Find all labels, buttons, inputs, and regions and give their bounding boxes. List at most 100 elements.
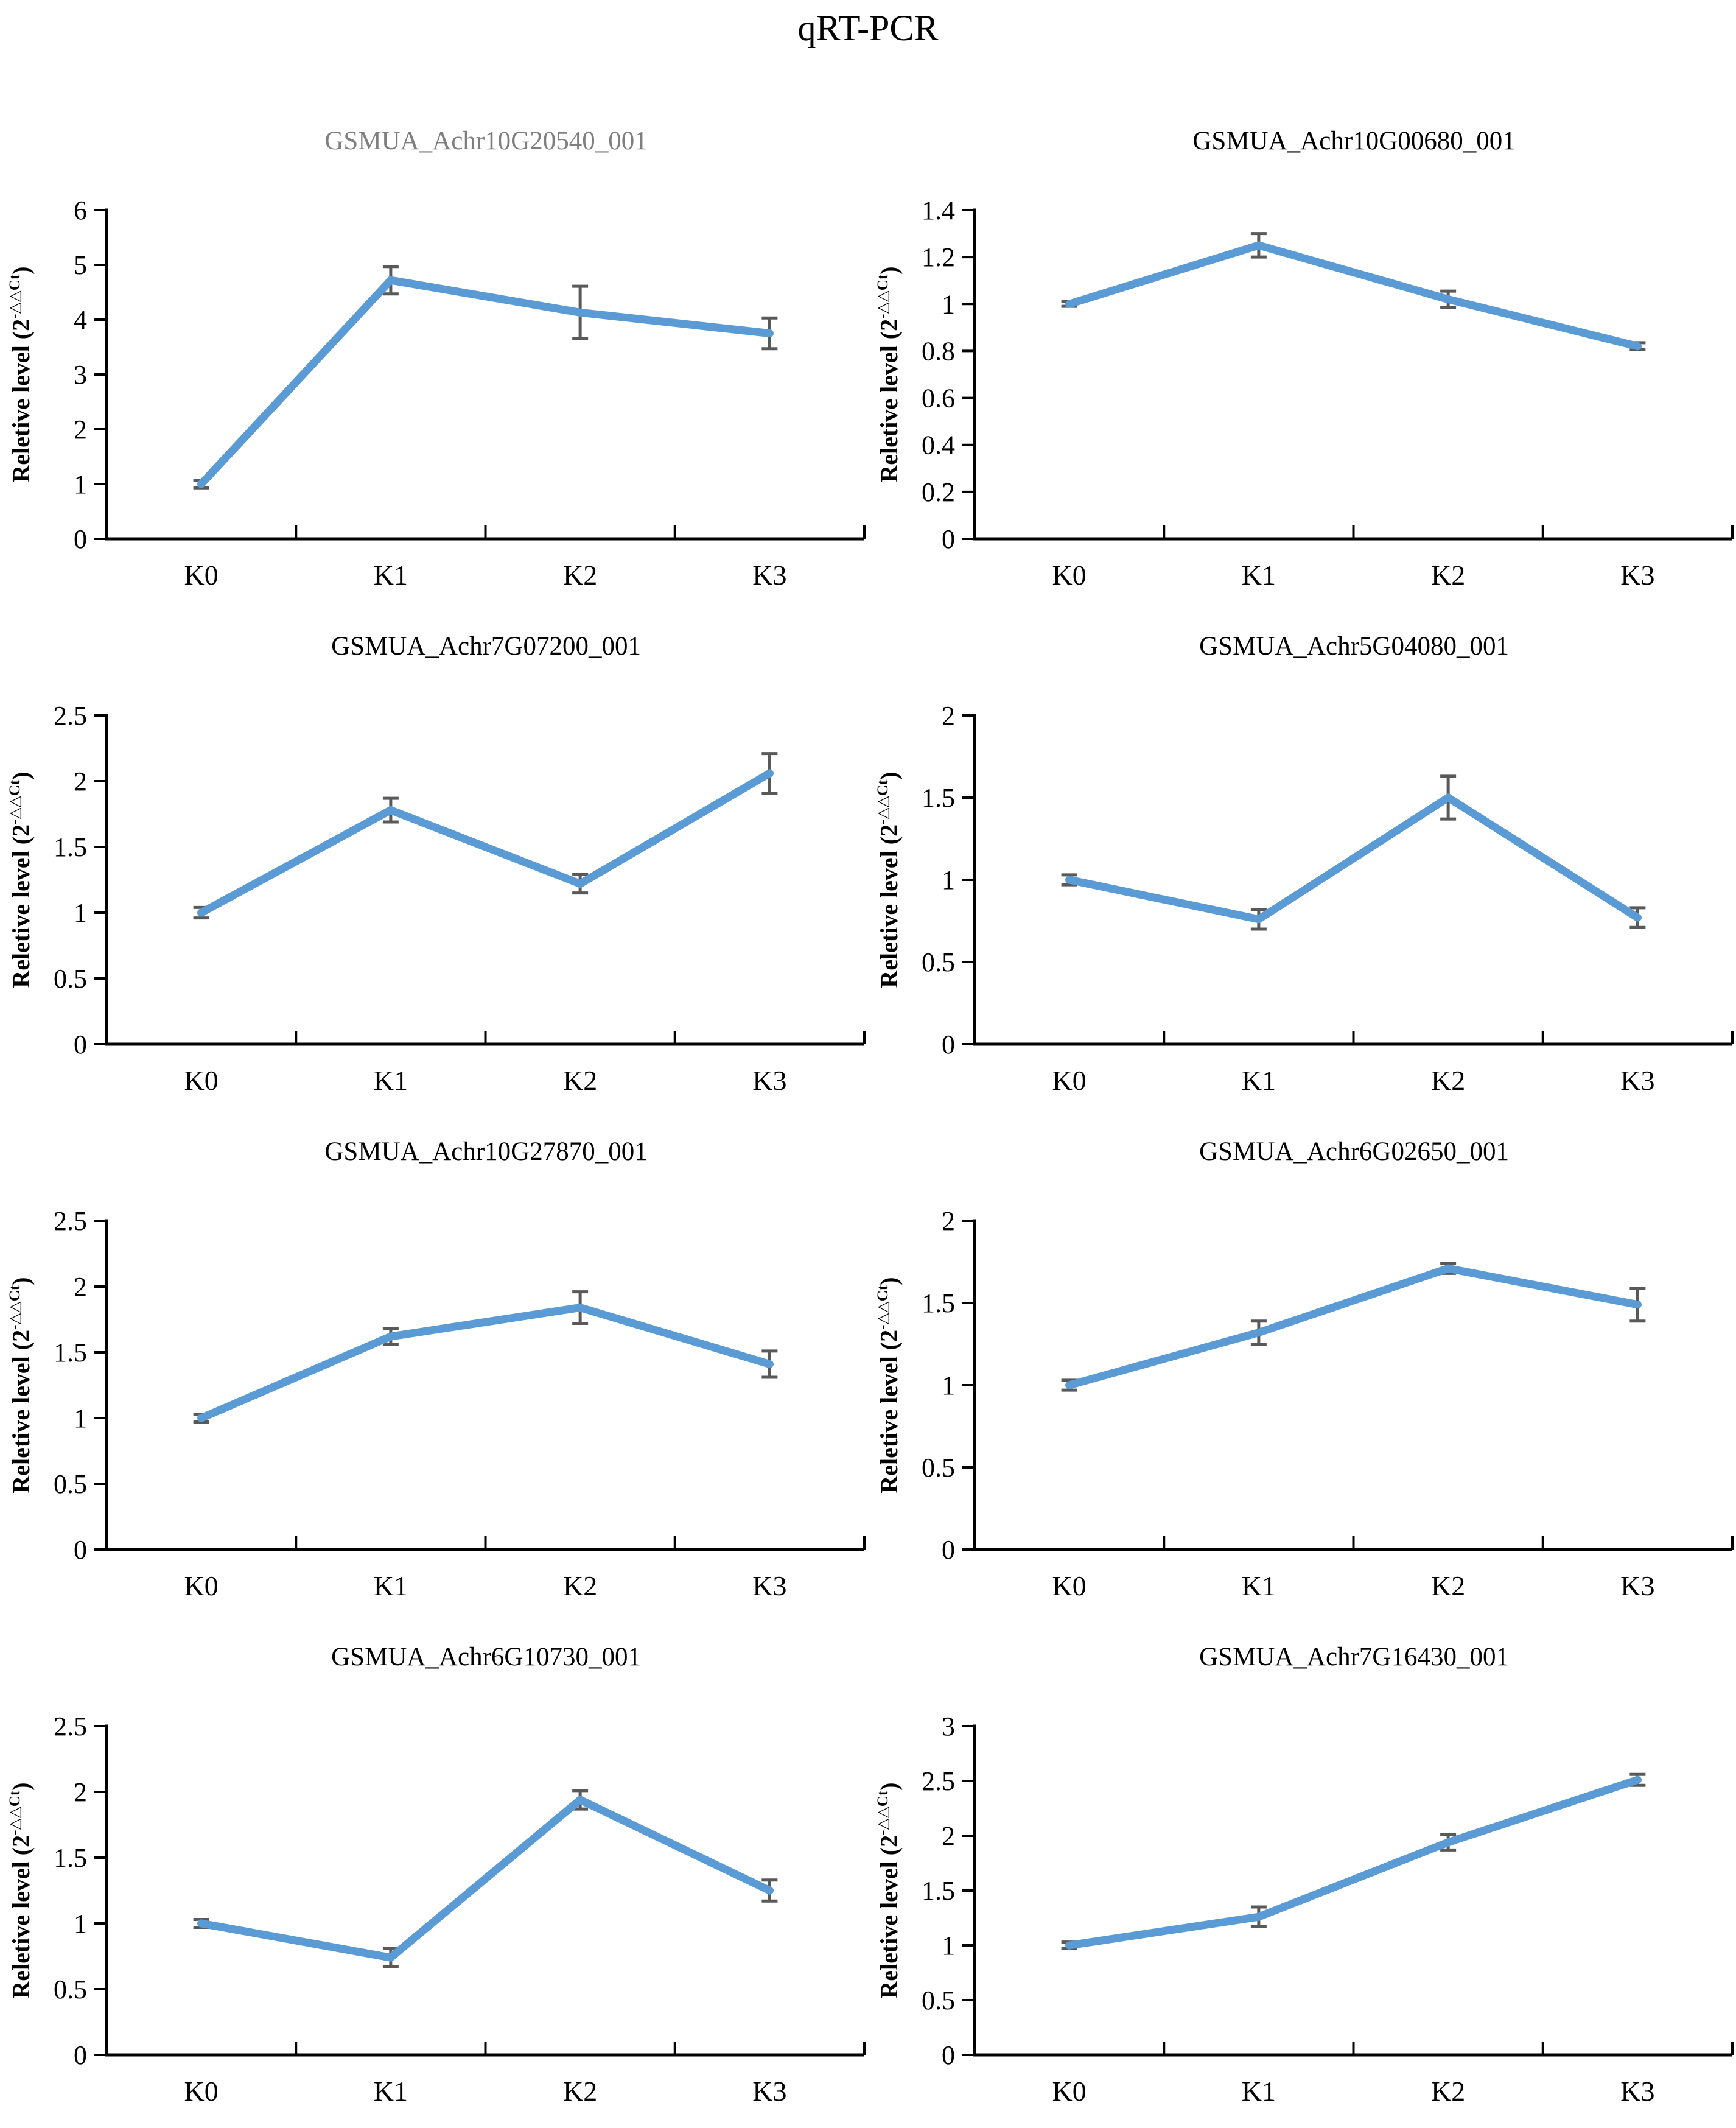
line-chart: 0 0.5 1 1.5 2 K0 K1 K2 K3 Reletive level (2-△△Ct) (875, 701, 1734, 1096)
data-point (765, 1886, 774, 1895)
data-point (576, 879, 584, 888)
y-tick-label: 0 (942, 1030, 955, 1059)
x-category-label: K1 (1242, 1065, 1276, 1096)
y-tick-label: 3 (942, 1712, 955, 1741)
y-axis-label: Reletive level (2-△△Ct) (875, 1782, 903, 1998)
x-category-label: K0 (184, 1570, 219, 1601)
x-category-label: K3 (1620, 1570, 1654, 1601)
data-point (1065, 300, 1074, 308)
y-tick-label: 1.5 (922, 783, 955, 813)
data-point (197, 908, 206, 917)
data-point (576, 1304, 584, 1312)
x-category-label: K3 (1620, 2076, 1654, 2107)
y-tick-label: 1.5 (54, 1338, 87, 1368)
y-tick-label: 0 (942, 1535, 955, 1565)
x-category-label: K1 (1242, 1570, 1276, 1601)
y-tick-label: 0.8 (922, 336, 955, 366)
data-point (1255, 241, 1263, 250)
y-tick-label: 2.5 (922, 1766, 955, 1796)
y-tick-label: 0 (942, 2040, 955, 2070)
x-category-label: K0 (1052, 2076, 1087, 2107)
x-category-label: K1 (374, 560, 408, 591)
y-tick-label: 1 (74, 898, 87, 928)
y-tick-label: 0.5 (54, 1469, 87, 1499)
y-tick-label: 4 (74, 305, 87, 335)
data-point (576, 1796, 584, 1804)
line-chart: 0 1 2 3 4 5 6 K0 K1 K2 K3 Reletive level (2-△△Ct) (7, 195, 866, 591)
y-tick-label: 0.5 (922, 947, 955, 977)
y-tick-label: 2 (942, 1821, 955, 1851)
data-point (765, 769, 774, 778)
line-chart: 0 0.5 1 1.5 2 2.5 3 K0 K1 K2 K3 Reletive level (2-△… (875, 1712, 1734, 2107)
chart-title: GSMUA_Achr10G27870_001 (324, 1137, 648, 1166)
y-tick-label: 1 (74, 1403, 87, 1433)
x-category-label: K2 (563, 2076, 597, 2107)
y-tick-label: 1.5 (54, 832, 87, 862)
y-axis-label: Reletive level (2-△△Ct) (7, 771, 35, 988)
x-category-label: K1 (374, 2076, 408, 2107)
series-line (197, 276, 774, 488)
x-category-label: K3 (752, 560, 786, 591)
y-axis-label: Reletive level (2-△△Ct) (875, 771, 903, 988)
series-line (1065, 1264, 1642, 1389)
chart-title: GSMUA_Achr7G16430_001 (1199, 1643, 1509, 1671)
y-tick-label: 5 (74, 250, 87, 280)
x-category-label: K2 (1431, 1065, 1465, 1096)
chart-panel-5: GSMUA_Achr10G27870_001 0 0.5 1 1.5 2 2.5 K0 K1 K… (0, 1096, 868, 1601)
y-tick-label: 2 (942, 1206, 955, 1236)
y-tick-label: 1 (74, 469, 87, 499)
x-category-label: K0 (1052, 1065, 1087, 1096)
data-point (1444, 1838, 1452, 1847)
x-category-label: K3 (752, 2076, 786, 2107)
line-chart: 0 0.5 1 1.5 2 K0 K1 K2 K3 Reletive level (2-△△Ct) (875, 1206, 1734, 1601)
x-category-label: K0 (184, 1065, 219, 1096)
y-tick-label: 1.5 (54, 1843, 87, 1873)
data-point (1633, 1301, 1642, 1309)
chart-panel-1: GSMUA_Achr10G20540_001 0 1 2 3 4 5 6 K0 K1 K2 K3 Re… (0, 85, 868, 591)
data-point (1065, 1381, 1074, 1389)
y-tick-label: 1.2 (922, 242, 955, 272)
y-tick-label: 2 (74, 415, 87, 444)
x-category-label: K3 (752, 1065, 786, 1096)
x-category-label: K2 (563, 1065, 597, 1096)
series-line (197, 769, 774, 917)
y-tick-label: 1 (942, 1931, 955, 1961)
data-point (387, 1953, 395, 1962)
y-tick-label: 1.5 (922, 1876, 955, 1906)
y-tick-label: 0 (74, 1535, 87, 1565)
data-point (387, 276, 395, 284)
line-chart: 0 0.5 1 1.5 2 2.5 K0 K1 K2 K3 Reletive level (2-△△… (7, 701, 866, 1096)
y-tick-label: 0 (942, 524, 955, 554)
chart-panel-4: GSMUA_Achr5G04080_001 0 0.5 1 1.5 2 K0 K1 K2 K3 R… (868, 591, 1736, 1096)
x-category-label: K0 (1052, 1570, 1087, 1601)
data-point (1633, 913, 1642, 922)
x-category-label: K2 (563, 560, 597, 591)
y-tick-label: 1 (74, 1909, 87, 1939)
y-axis-label: Reletive level (2-△△Ct) (7, 1782, 35, 1998)
y-tick-label: 2 (74, 767, 87, 796)
x-category-label: K1 (374, 1065, 408, 1096)
y-axis-label: Reletive level (2-△△Ct) (7, 1277, 35, 1493)
data-point (1633, 342, 1642, 351)
line-chart: 0 0.5 1 1.5 2 2.5 K0 K1 K2 K3 Reletive level (2-△△… (7, 1712, 866, 2107)
x-category-label: K3 (752, 1570, 786, 1601)
x-category-label: K2 (563, 1570, 597, 1601)
data-point (387, 1332, 395, 1341)
x-category-label: K2 (1431, 560, 1465, 591)
y-tick-label: 2.5 (54, 1712, 87, 1741)
x-category-label: K2 (1431, 2076, 1465, 2107)
x-category-label: K0 (184, 2076, 219, 2107)
chart-grid: GSMUA_Achr10G20540_001 0 1 2 3 4 5 6 K0 K1 K2 K3 Re… (0, 85, 1736, 2107)
chart-title: GSMUA_Achr10G20540_001 (324, 127, 648, 155)
y-tick-label: 1.4 (922, 195, 955, 225)
y-tick-label: 3 (74, 360, 87, 390)
y-axis-label: Reletive level (2-△△Ct) (875, 266, 903, 482)
data-point (197, 1919, 206, 1928)
y-tick-label: 0 (74, 2040, 87, 2070)
data-point (576, 308, 584, 317)
x-category-label: K1 (374, 1570, 408, 1601)
data-point (1444, 1264, 1452, 1273)
series-line (197, 1304, 774, 1422)
data-point (387, 806, 395, 815)
